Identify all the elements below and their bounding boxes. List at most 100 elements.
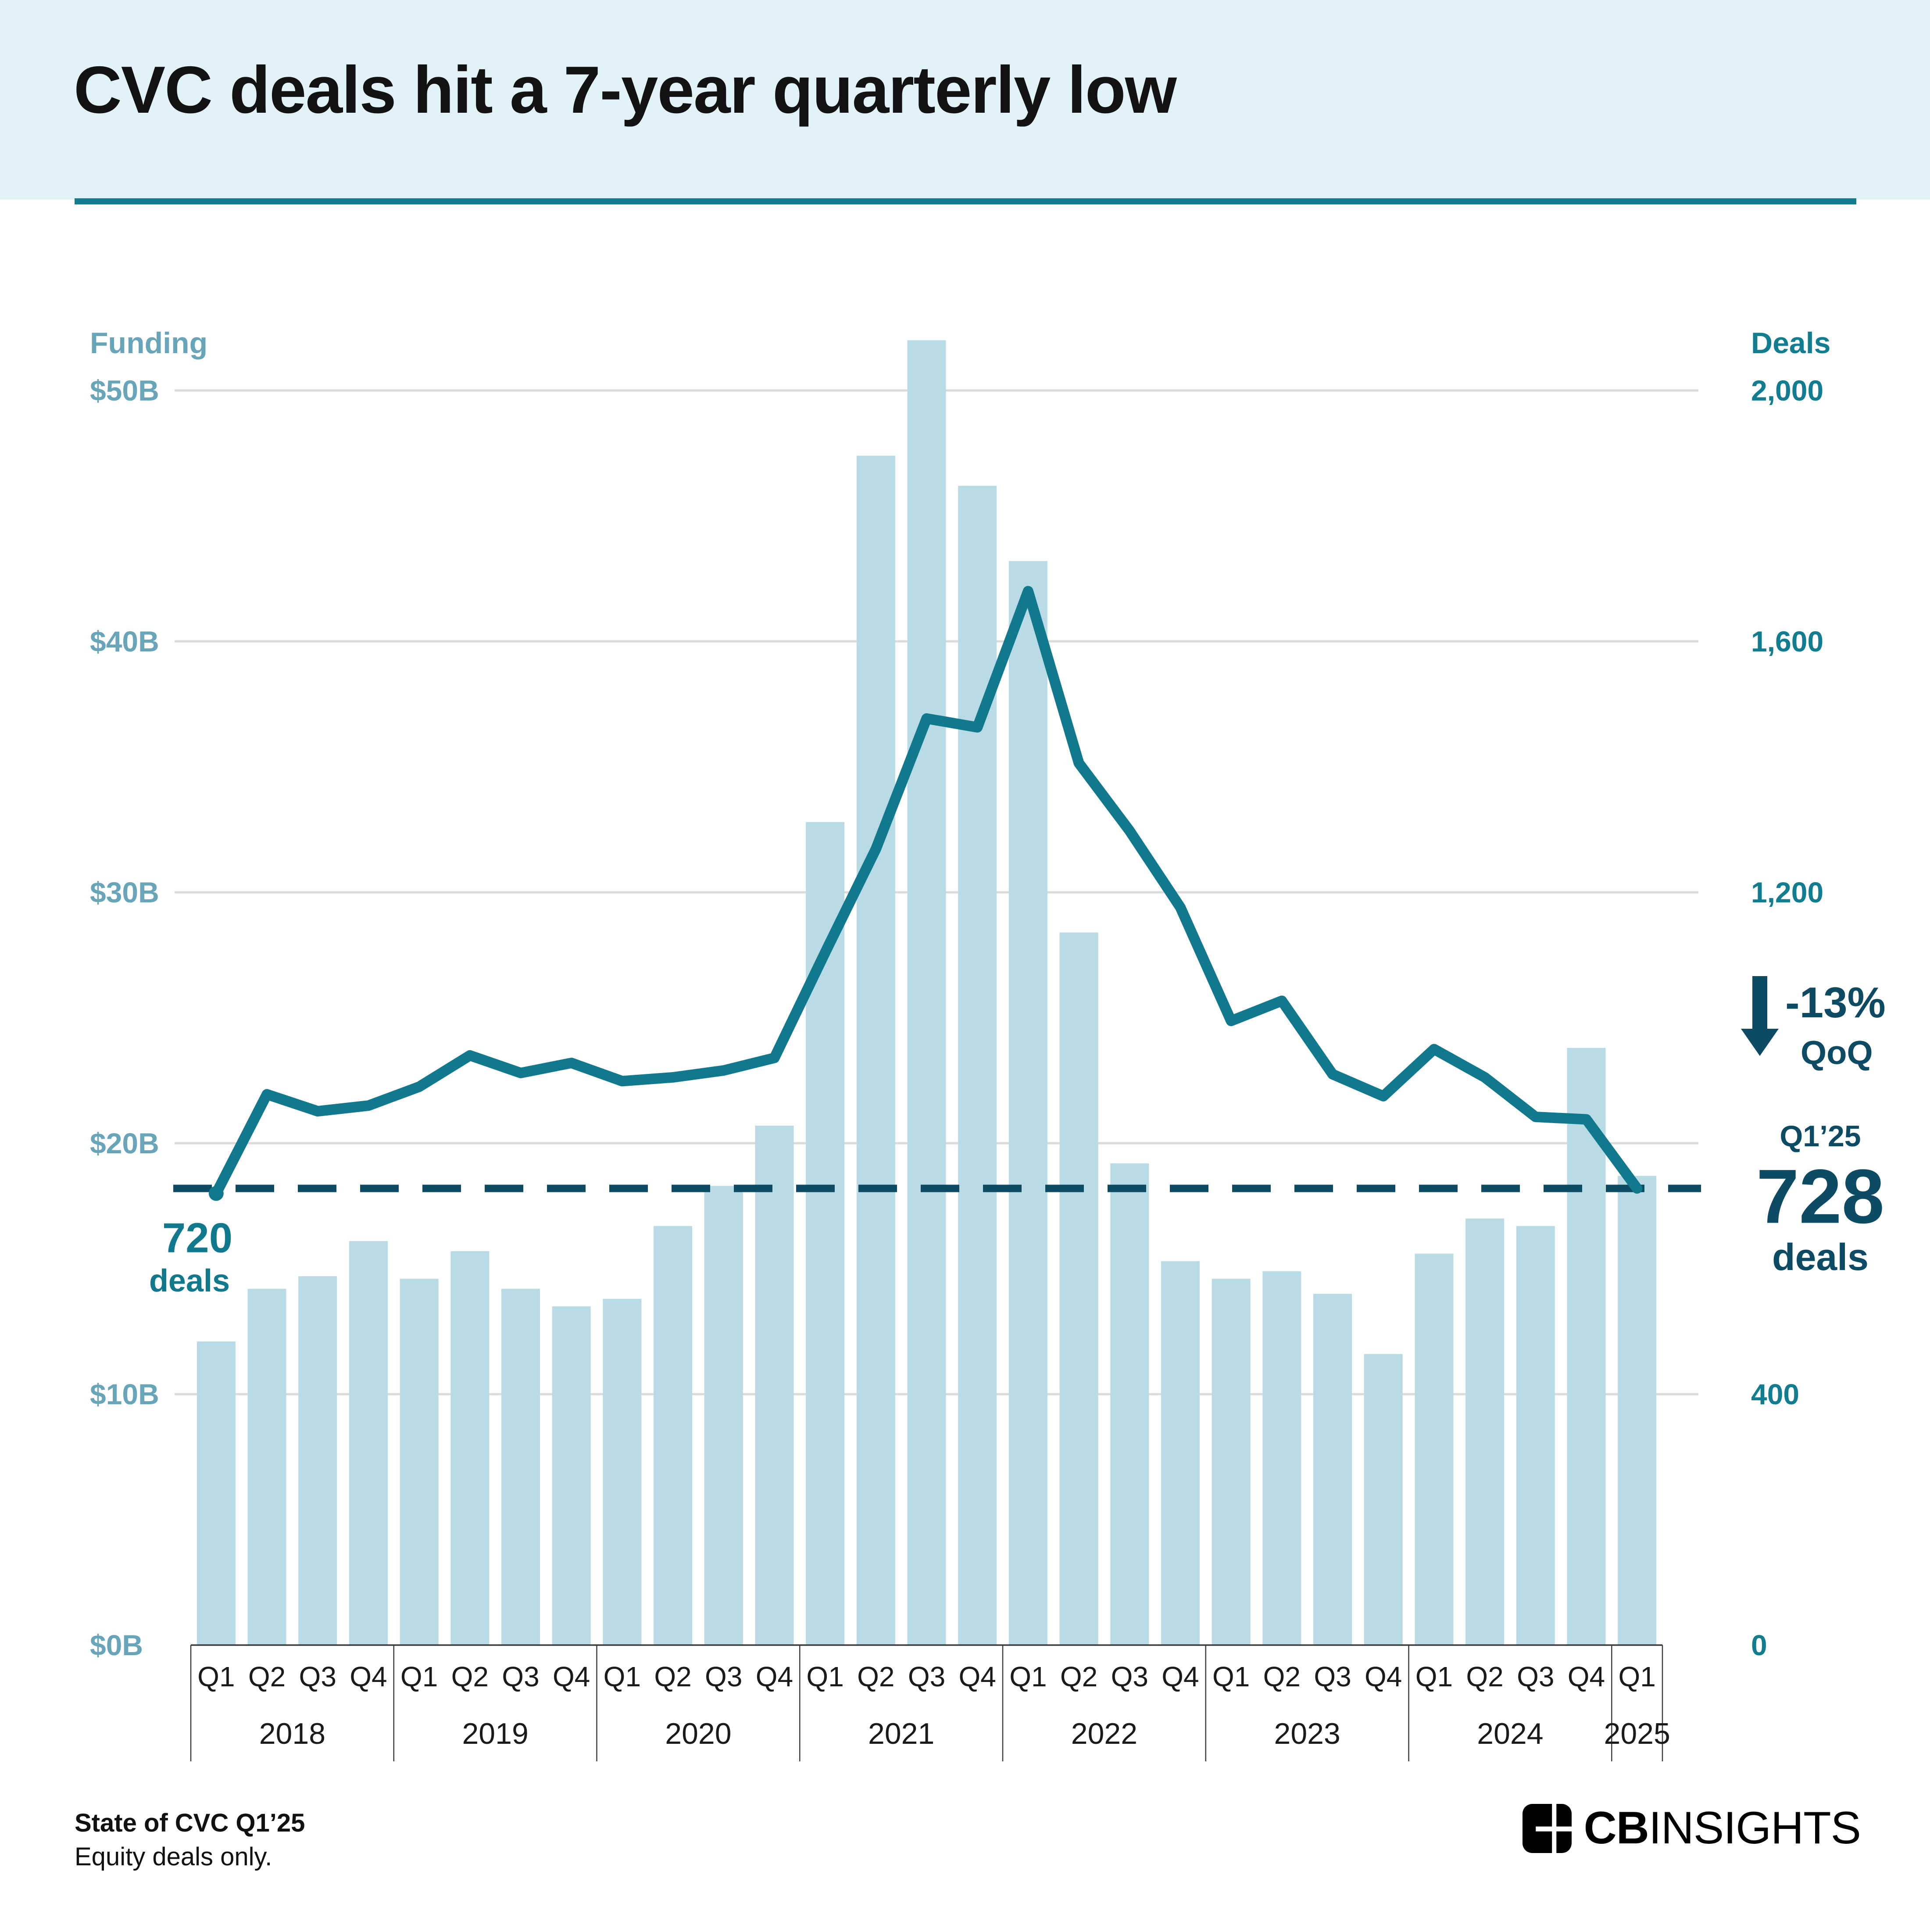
deals-tick-label: 0	[1751, 1629, 1767, 1661]
deals-tick-label: 2,000	[1751, 374, 1823, 407]
quarter-label: Q2	[857, 1661, 894, 1692]
quarter-label: Q1	[1415, 1661, 1453, 1692]
quarter-label: Q4	[756, 1661, 793, 1692]
funding-bar	[400, 1278, 439, 1645]
funding-tick-label: $10B	[90, 1378, 159, 1410]
start-deals-unit: deals	[149, 1263, 230, 1299]
funding-bar	[1110, 1163, 1149, 1645]
year-label: 2022	[1071, 1717, 1137, 1750]
funding-bar	[654, 1226, 693, 1645]
header-divider	[75, 198, 1856, 204]
quarter-label: Q1	[197, 1661, 235, 1692]
down-arrow-icon	[1741, 976, 1779, 1056]
year-label: 2020	[665, 1717, 731, 1750]
quarter-label: Q3	[705, 1661, 742, 1692]
quarter-label: Q4	[350, 1661, 387, 1692]
year-label: 2025	[1604, 1717, 1670, 1750]
funding-bar	[1516, 1226, 1555, 1645]
funding-bar	[552, 1306, 591, 1645]
quarter-label: Q3	[1517, 1661, 1554, 1692]
brand-insights: INSIGHTS	[1648, 1803, 1861, 1853]
callout-value: 728	[1756, 1154, 1884, 1240]
funding-axis-title: Funding	[90, 326, 207, 360]
quarter-label: Q1	[604, 1661, 641, 1692]
funding-bar	[1567, 1048, 1606, 1645]
funding-bar	[1465, 1218, 1505, 1645]
funding-bar	[1618, 1176, 1657, 1645]
funding-bar	[197, 1341, 236, 1645]
quarter-label: Q3	[299, 1661, 336, 1692]
quarter-label: Q2	[451, 1661, 489, 1692]
quarter-label: Q2	[1466, 1661, 1503, 1692]
deals-line	[211, 586, 1643, 1199]
source-note: State of CVC Q1’25 Equity deals only.	[75, 1807, 305, 1874]
deals-tick-label: 400	[1751, 1378, 1799, 1410]
funding-bar	[1415, 1253, 1454, 1645]
quarter-label: Q2	[654, 1661, 691, 1692]
quarter-label: Q3	[502, 1661, 539, 1692]
brand-cb: CB	[1583, 1803, 1649, 1853]
funding-bar	[1364, 1354, 1403, 1645]
quarter-label: Q3	[1314, 1661, 1351, 1692]
quarter-label: Q2	[1263, 1661, 1301, 1692]
quarter-label: Q1	[806, 1661, 843, 1692]
qoq-change-value: -13%	[1785, 978, 1886, 1027]
quarter-label: Q2	[248, 1661, 286, 1692]
quarter-label: Q4	[1568, 1661, 1605, 1692]
funding-bar	[603, 1299, 642, 1645]
funding-tick-label: $30B	[90, 876, 159, 909]
cbinsights-logo-icon	[1522, 1803, 1572, 1853]
funding-bar	[958, 486, 997, 1646]
quarter-label: Q1	[400, 1661, 438, 1692]
source-scope-note: Equity deals only.	[75, 1842, 272, 1871]
quarter-label: Q1	[1009, 1661, 1047, 1692]
funding-bar	[856, 455, 895, 1645]
deals-axis-title: Deals	[1751, 326, 1830, 360]
year-label: 2021	[868, 1717, 934, 1750]
source-report-title: State of CVC Q1’25	[75, 1809, 305, 1837]
funding-bar	[907, 340, 946, 1645]
funding-bar	[704, 1186, 743, 1645]
quarter-label: Q1	[1618, 1661, 1655, 1692]
year-label: 2023	[1274, 1717, 1340, 1750]
funding-tick-label: $0B	[90, 1629, 143, 1661]
funding-bar	[349, 1241, 388, 1645]
funding-tick-label: $40B	[90, 625, 159, 658]
funding-bar	[1212, 1278, 1251, 1645]
quarter-label: Q1	[1212, 1661, 1250, 1692]
qoq-change-label: QoQ	[1801, 1034, 1873, 1072]
funding-bar	[501, 1288, 540, 1645]
funding-bar	[755, 1125, 794, 1645]
start-deals-value: 720	[162, 1215, 232, 1262]
funding-tick-label: $50B	[90, 374, 159, 407]
cbinsights-logo-text: CBINSIGHTS	[1584, 1802, 1861, 1854]
quarter-label: Q4	[553, 1661, 590, 1692]
callout-unit: deals	[1772, 1236, 1869, 1278]
quarter-label: Q2	[1060, 1661, 1097, 1692]
funding-bar	[247, 1288, 286, 1645]
page-title: CVC deals hit a 7-year quarterly low	[74, 53, 1177, 127]
line-start-dot	[208, 1186, 224, 1201]
quarter-label: Q4	[1365, 1661, 1402, 1692]
year-label: 2018	[259, 1717, 325, 1750]
funding-bar	[1008, 561, 1047, 1645]
quarter-label: Q3	[1111, 1661, 1148, 1692]
header-band	[0, 0, 1930, 200]
funding-bar	[298, 1276, 337, 1645]
quarter-label: Q4	[959, 1661, 996, 1692]
deals-tick-label: 1,600	[1751, 625, 1823, 658]
funding-tick-label: $20B	[90, 1127, 159, 1159]
quarter-label: Q4	[1162, 1661, 1199, 1692]
callout-quarter: Q1’25	[1780, 1120, 1861, 1153]
funding-bar	[450, 1251, 490, 1645]
funding-bar	[1262, 1271, 1301, 1645]
cbinsights-logo: CBINSIGHTS	[1522, 1802, 1861, 1854]
year-label: 2024	[1477, 1717, 1543, 1750]
funding-bar	[1059, 932, 1098, 1645]
quarter-label: Q3	[908, 1661, 945, 1692]
funding-bar	[1161, 1261, 1200, 1645]
year-label: 2019	[462, 1717, 528, 1750]
deals-tick-label: 1,200	[1751, 876, 1823, 909]
funding-bar	[1313, 1294, 1352, 1645]
